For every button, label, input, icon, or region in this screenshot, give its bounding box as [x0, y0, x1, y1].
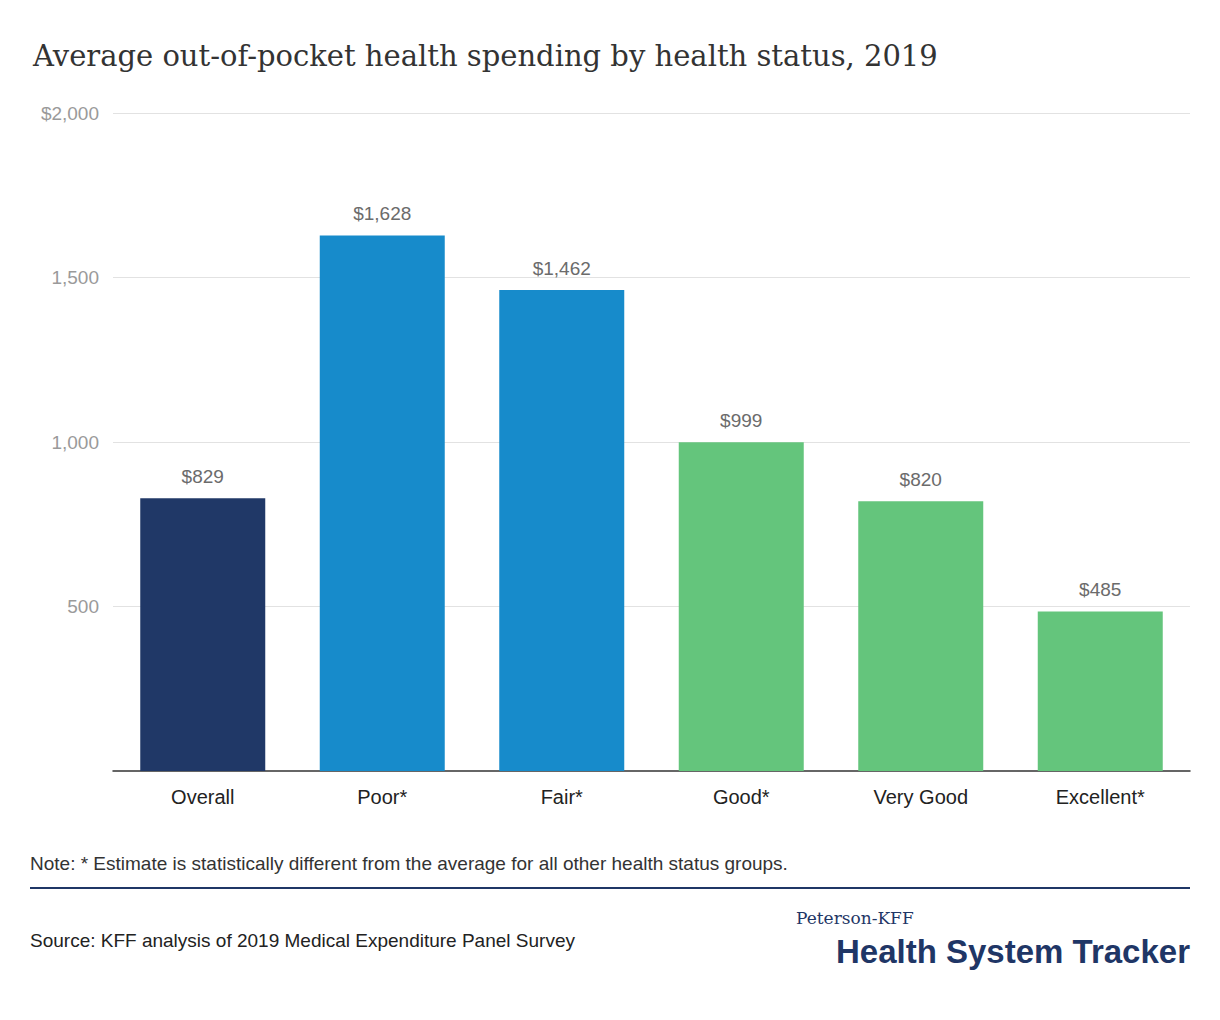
svg-text:Source: KFF analysis of 2019 M: Source: KFF analysis of 2019 Medical Exp… [30, 930, 575, 951]
svg-text:Good*: Good* [713, 786, 770, 808]
svg-text:1,500: 1,500 [51, 267, 99, 288]
svg-text:Poor*: Poor* [357, 786, 407, 808]
svg-text:$2,000: $2,000 [41, 103, 99, 124]
svg-text:$820: $820 [900, 469, 942, 490]
svg-text:Peterson-KFF: Peterson-KFF [796, 908, 914, 928]
svg-text:Fair*: Fair* [541, 786, 583, 808]
svg-text:Excellent*: Excellent* [1056, 786, 1145, 808]
svg-text:Very Good: Very Good [873, 786, 968, 808]
svg-text:500: 500 [67, 596, 99, 617]
svg-text:$999: $999 [720, 410, 762, 431]
svg-text:Health System Tracker: Health System Tracker [836, 933, 1190, 970]
svg-text:1,000: 1,000 [51, 432, 99, 453]
svg-text:$485: $485 [1079, 579, 1121, 600]
svg-text:$829: $829 [182, 466, 224, 487]
svg-text:Average out-of-pocket health s: Average out-of-pocket health spending by… [32, 39, 938, 73]
svg-text:Overall: Overall [171, 786, 234, 808]
svg-text:$1,462: $1,462 [533, 258, 591, 279]
svg-text:Note: * Estimate is statistica: Note: * Estimate is statistically differ… [30, 853, 788, 874]
svg-text:$1,628: $1,628 [353, 203, 411, 224]
